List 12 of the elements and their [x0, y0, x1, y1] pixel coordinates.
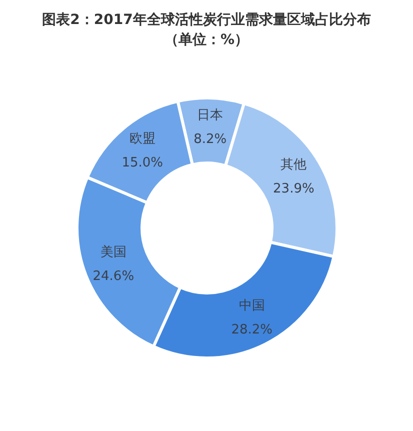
- slice-label: 其他: [280, 158, 307, 173]
- data-label: 8.2%: [194, 132, 227, 148]
- data-label: 28.2%: [231, 322, 273, 338]
- slice-label: 日本: [197, 108, 224, 124]
- slice-label: 欧盟: [129, 132, 156, 147]
- data-label: 15.0%: [122, 156, 164, 171]
- slice-label: 中国: [238, 298, 265, 314]
- data-label: 24.6%: [92, 269, 134, 284]
- chart-subtitle: （单位：%）: [164, 32, 249, 48]
- chart-title: 图表2：2017年全球活性炭行业需求量区域占比分布: [42, 12, 371, 28]
- slice-label: 美国: [100, 244, 126, 260]
- data-label: 23.9%: [273, 182, 314, 197]
